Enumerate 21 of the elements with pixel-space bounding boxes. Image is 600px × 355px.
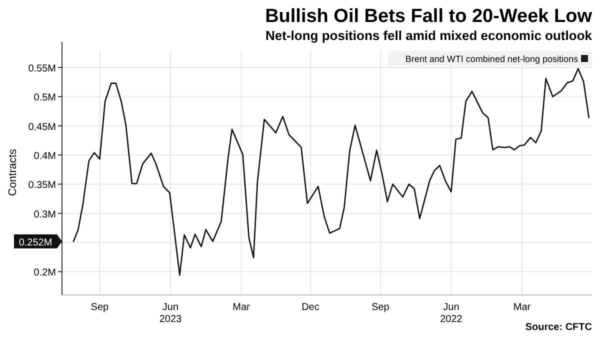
y-tick-label: 0.2M: [34, 268, 56, 279]
y-tick-label: 0.5M: [34, 92, 56, 104]
y-axis-title: Contracts: [7, 148, 19, 196]
x-tick-label: Mar: [513, 302, 532, 313]
y-tick-label: 0.55M: [28, 64, 56, 74]
y-tick-label: 0.45M: [28, 122, 56, 133]
x-tick-label: Sep: [372, 302, 390, 313]
chart-subtitle: Net-long positions fell amid mixed economic outlook: [266, 28, 593, 43]
x-tick-label: Jun 2023: [159, 302, 182, 325]
y-tick-label: 0.4M: [34, 151, 56, 162]
y-tick-label: 0.3M: [34, 209, 56, 220]
x-tick-label: Jun 2022: [440, 302, 463, 325]
x-tick-label: Dec: [302, 302, 320, 313]
text: 0.252M: [18, 237, 52, 248]
y-tick-label: 0.35M: [28, 180, 56, 192]
line-series: [72, 68, 590, 276]
legend-label: Brent and WTI combined net-long positions: [405, 54, 578, 64]
x-tick-label: Mar: [232, 302, 251, 313]
source-note: Source: CFTC: [525, 322, 592, 333]
x-tick-label: Sep: [90, 302, 110, 313]
chart-title: Bullish Oil Bets Fall to 20-Week Low: [265, 6, 592, 27]
